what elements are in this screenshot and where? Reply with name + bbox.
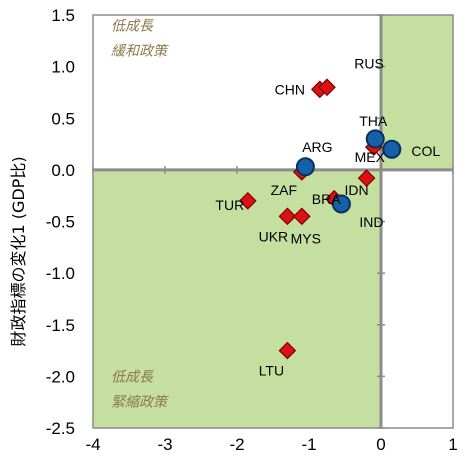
y-tick-label: 0.0 [51, 161, 75, 180]
shaded-region-1 [93, 169, 381, 428]
y-axis-label: 財政指標の変化1 (GDP比) [9, 156, 28, 346]
point-diamond-idn [357, 169, 376, 187]
point-label-zaf: ZAF [271, 182, 297, 198]
quadrant-note-1: 低成長 [111, 370, 154, 386]
point-circle-col [382, 139, 402, 159]
point-label-col: COL [411, 143, 440, 159]
point-diamond-rus [318, 78, 336, 97]
y-tick-label: 0.5 [51, 109, 75, 128]
point-label-idn: IDN [345, 182, 369, 198]
y-tick-label: 1.0 [51, 58, 75, 77]
quadrant-note-0-line2: 緩和政策 [111, 43, 169, 59]
point-label-mys: MYS [291, 230, 321, 246]
y-tick-label: -1.5 [46, 316, 75, 335]
point-label-chn: CHN [275, 81, 305, 97]
point-diamond-tur [238, 192, 257, 210]
point-label-rus: RUS [354, 55, 384, 71]
point-diamond-ltu [278, 341, 297, 360]
x-tick-label: -4 [85, 435, 100, 454]
y-tick-label: -1.0 [46, 264, 75, 283]
x-tick-label: 0 [376, 435, 385, 454]
point-circle-arg [295, 157, 315, 177]
point-label-tha: THA [359, 113, 388, 129]
point-label-ukr: UKR [259, 228, 289, 244]
y-tick-label: -0.5 [46, 213, 75, 232]
y-tick-label: -2.5 [46, 419, 75, 438]
y-tick-label: -2.0 [46, 367, 75, 386]
point-label-bra: BRA [312, 191, 341, 207]
x-tick-label: -3 [157, 435, 172, 454]
x-tick-label: 1 [448, 435, 457, 454]
point-circle-ind [331, 194, 351, 214]
point-label-arg: ARG [302, 139, 332, 155]
plot-border [92, 14, 454, 429]
point-diamond-mys [292, 207, 311, 226]
quadrant-note-1-line2: 緊縮政策 [111, 395, 169, 411]
y-tick-label: 1.5 [51, 6, 75, 25]
point-label-mex: MEX [355, 149, 386, 165]
point-label-ind: IND [359, 214, 383, 230]
x-tick-label: -2 [229, 435, 244, 454]
point-label-tur: TUR [215, 197, 244, 213]
point-circle-tha [365, 129, 385, 149]
point-diamond-ukr [278, 207, 297, 226]
point-label-ltu: LTU [259, 363, 284, 379]
quadrant-note-0: 低成長 [111, 18, 154, 34]
x-tick-label: -1 [301, 435, 316, 454]
